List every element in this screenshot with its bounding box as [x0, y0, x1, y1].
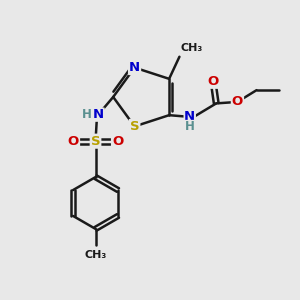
Text: N: N: [184, 110, 195, 123]
Text: O: O: [112, 135, 123, 148]
Text: N: N: [93, 108, 104, 121]
Text: CH₃: CH₃: [84, 250, 107, 260]
Text: H: H: [82, 108, 92, 121]
Text: S: S: [130, 120, 140, 133]
Text: O: O: [208, 75, 219, 88]
Text: N: N: [129, 61, 140, 74]
Text: O: O: [68, 135, 79, 148]
Text: O: O: [232, 95, 243, 108]
Text: S: S: [91, 135, 100, 148]
Text: CH₃: CH₃: [181, 43, 203, 53]
Text: H: H: [185, 121, 195, 134]
